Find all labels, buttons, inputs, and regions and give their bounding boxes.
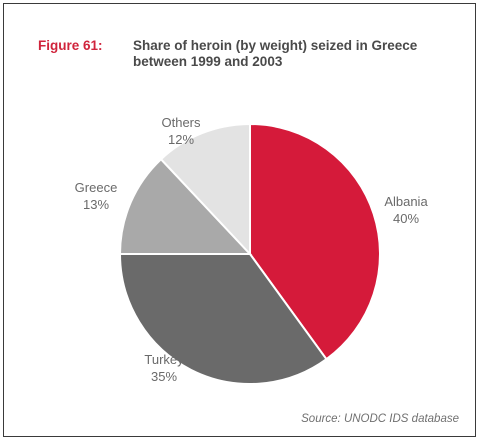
pie-slice-greece [118, 157, 253, 255]
slice-label-others: Others [161, 115, 201, 130]
pie-slice-albania [249, 122, 381, 361]
slice-label-albania: Albania [384, 194, 428, 209]
figure-title: Figure 61: Share of heroin (by weight) se… [38, 38, 458, 70]
slice-value-turkey: 35% [151, 369, 177, 384]
source-note: Source: UNODC IDS database [301, 413, 459, 425]
figure-caption: Share of heroin (by weight) seized in Gr… [133, 38, 418, 69]
pie-slice-turkey [118, 253, 328, 385]
slice-label-greece: Greece [75, 180, 118, 195]
slice-value-greece: 13% [83, 197, 109, 212]
figure-number: Figure 61: [38, 38, 103, 53]
slice-value-albania: 40% [393, 211, 419, 226]
pie-slice-others [159, 122, 251, 257]
slice-label-turkey: Turkey [144, 352, 184, 367]
slice-value-others: 12% [168, 132, 194, 147]
